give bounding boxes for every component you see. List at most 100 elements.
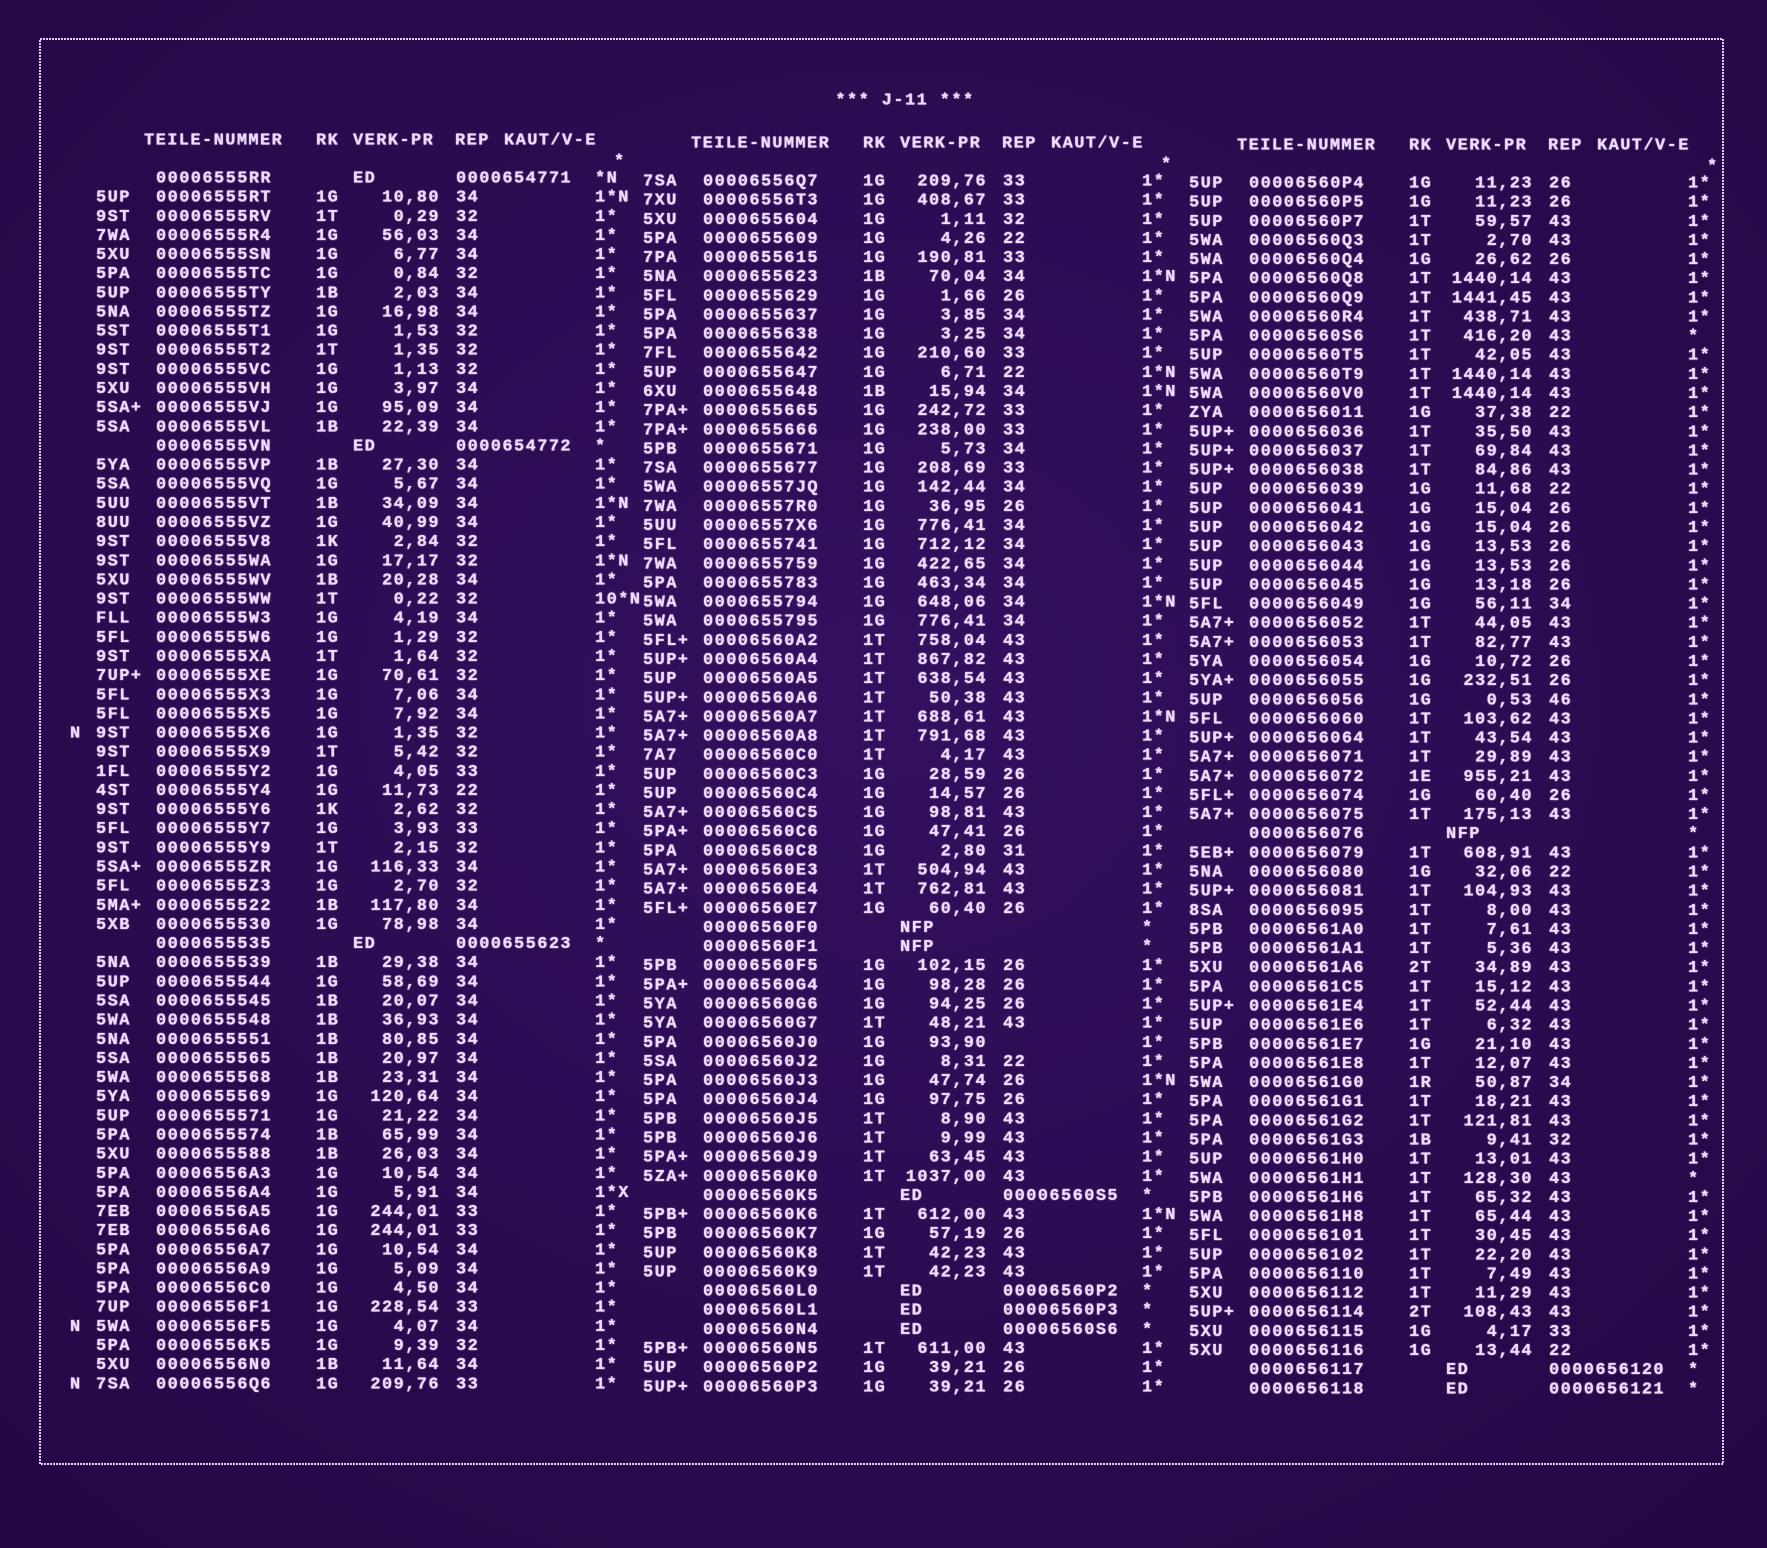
column-header: VERK-PR (353, 131, 434, 150)
price: 612,00 (917, 1206, 987, 1225)
rep-code: 34 (456, 495, 479, 514)
rk-code: 1T (1409, 423, 1432, 442)
part-number: 00006555T2 (156, 342, 272, 361)
rk-code: 1G (1409, 519, 1432, 538)
part-number: 0000656071 (1249, 749, 1365, 768)
prefix: 5WA (1189, 385, 1224, 404)
flag: 1*N (1142, 383, 1177, 402)
price: 1,66 (941, 287, 987, 306)
prefix: 5WA (1189, 1170, 1224, 1189)
rk-code: 1G (1409, 557, 1432, 576)
rk-code: 1T (316, 208, 339, 227)
flag: 1* (595, 1107, 618, 1126)
rk-code: 1T (1409, 883, 1432, 902)
part-number: 00006556Q7 (703, 172, 819, 191)
rep-code: 33 (1003, 421, 1026, 440)
kaut-reference: 0000654771 (456, 169, 572, 188)
flag: 1* (1142, 1015, 1165, 1034)
rep-code: 34 (456, 380, 479, 399)
rep-code: 43 (1003, 1149, 1026, 1168)
price: 6,77 (394, 246, 440, 265)
rk-code: 1G (863, 421, 886, 440)
rep-code: 26 (1549, 557, 1572, 576)
price: 17,17 (382, 552, 440, 571)
price: 97,75 (929, 1091, 987, 1110)
rep-code: 26 (1003, 287, 1026, 306)
prefix: 5PB (643, 1110, 678, 1129)
rk-code: 1T (1409, 1246, 1432, 1265)
part-number: 0000656118 (1249, 1380, 1365, 1399)
rep-code: 34 (456, 1146, 479, 1165)
rep-code: 32 (456, 533, 479, 552)
rk-code: 1T (1409, 634, 1432, 653)
rep-code: 32 (456, 591, 479, 610)
price: 20,97 (382, 1050, 440, 1069)
price: 36,93 (382, 1012, 440, 1031)
price: 39,21 (929, 1378, 987, 1397)
rk-code: 1G (316, 246, 339, 265)
part-number: 00006556Q6 (156, 1375, 272, 1394)
price: 36,95 (929, 498, 987, 517)
rep-code: 43 (1549, 844, 1572, 863)
header-marker: * (614, 152, 626, 171)
rk-code: 1G (1409, 596, 1432, 615)
rk-code: 1G (1409, 653, 1432, 672)
flag: * (1688, 1380, 1700, 1399)
price: 117,80 (370, 897, 440, 916)
price: 48,21 (929, 1015, 987, 1034)
flag: 1* (1688, 1036, 1711, 1055)
flag: 1* (1142, 785, 1165, 804)
rk-code: 1G (316, 1375, 339, 1394)
rep-code: 32 (456, 744, 479, 763)
part-number: 0000656036 (1249, 423, 1365, 442)
prefix: 5FL (1189, 710, 1224, 729)
prefix: 5UP+ (643, 1378, 689, 1397)
rep-code: 43 (1003, 804, 1026, 823)
status-code: ED (900, 1302, 923, 1321)
rep-code: 26 (1003, 823, 1026, 842)
rk-code: 1T (863, 708, 886, 727)
part-number: 00006560C6 (703, 823, 819, 842)
part-number: 0000655545 (156, 993, 272, 1012)
flag: 1* (1688, 385, 1711, 404)
part-number: 0000655530 (156, 916, 272, 935)
part-number: 0000655569 (156, 1088, 272, 1107)
rk-code: 1G (316, 189, 339, 208)
flag: 1*N (595, 495, 630, 514)
price: 22,20 (1475, 1246, 1533, 1265)
status-code: NFP (900, 938, 935, 957)
price: 1,29 (394, 629, 440, 648)
flag: 1* (1142, 574, 1165, 593)
part-number: 0000655522 (156, 897, 272, 916)
prefix: 5PA (96, 1241, 131, 1260)
part-number: 0000655551 (156, 1031, 272, 1050)
flag: 1* (1142, 517, 1165, 536)
header-marker: * (1707, 157, 1719, 176)
flag: 1* (1688, 308, 1711, 327)
price: 232,51 (1463, 672, 1533, 691)
rk-code: 1G (316, 610, 339, 629)
price: 108,43 (1463, 1304, 1533, 1323)
price: 955,21 (1463, 768, 1533, 787)
rk-code: 1B (316, 571, 339, 590)
rk-code: 1G (316, 303, 339, 322)
part-number: 0000656042 (1249, 519, 1365, 538)
part-number: 00006555VL (156, 418, 272, 437)
part-number: 00006560A7 (703, 708, 819, 727)
prefix: 5A7+ (1189, 615, 1235, 634)
prefix: 5PB (643, 1225, 678, 1244)
prefix: FLL (96, 610, 131, 629)
rep-code: 32 (456, 648, 479, 667)
price: 78,98 (382, 916, 440, 935)
price: 1,11 (941, 211, 987, 230)
prefix: 5A7+ (643, 862, 689, 881)
flag: 1* (1142, 766, 1165, 785)
price: 210,60 (917, 345, 987, 364)
prefix: 5UP (643, 1359, 678, 1378)
flag: 1*N (1142, 708, 1177, 727)
part-number: 00006555Y6 (156, 801, 272, 820)
prefix: 5A7+ (1189, 634, 1235, 653)
rep-code: 34 (456, 973, 479, 992)
prefix: 5XU (1189, 1285, 1224, 1304)
column-header: KAUT/V-E (1051, 134, 1144, 153)
